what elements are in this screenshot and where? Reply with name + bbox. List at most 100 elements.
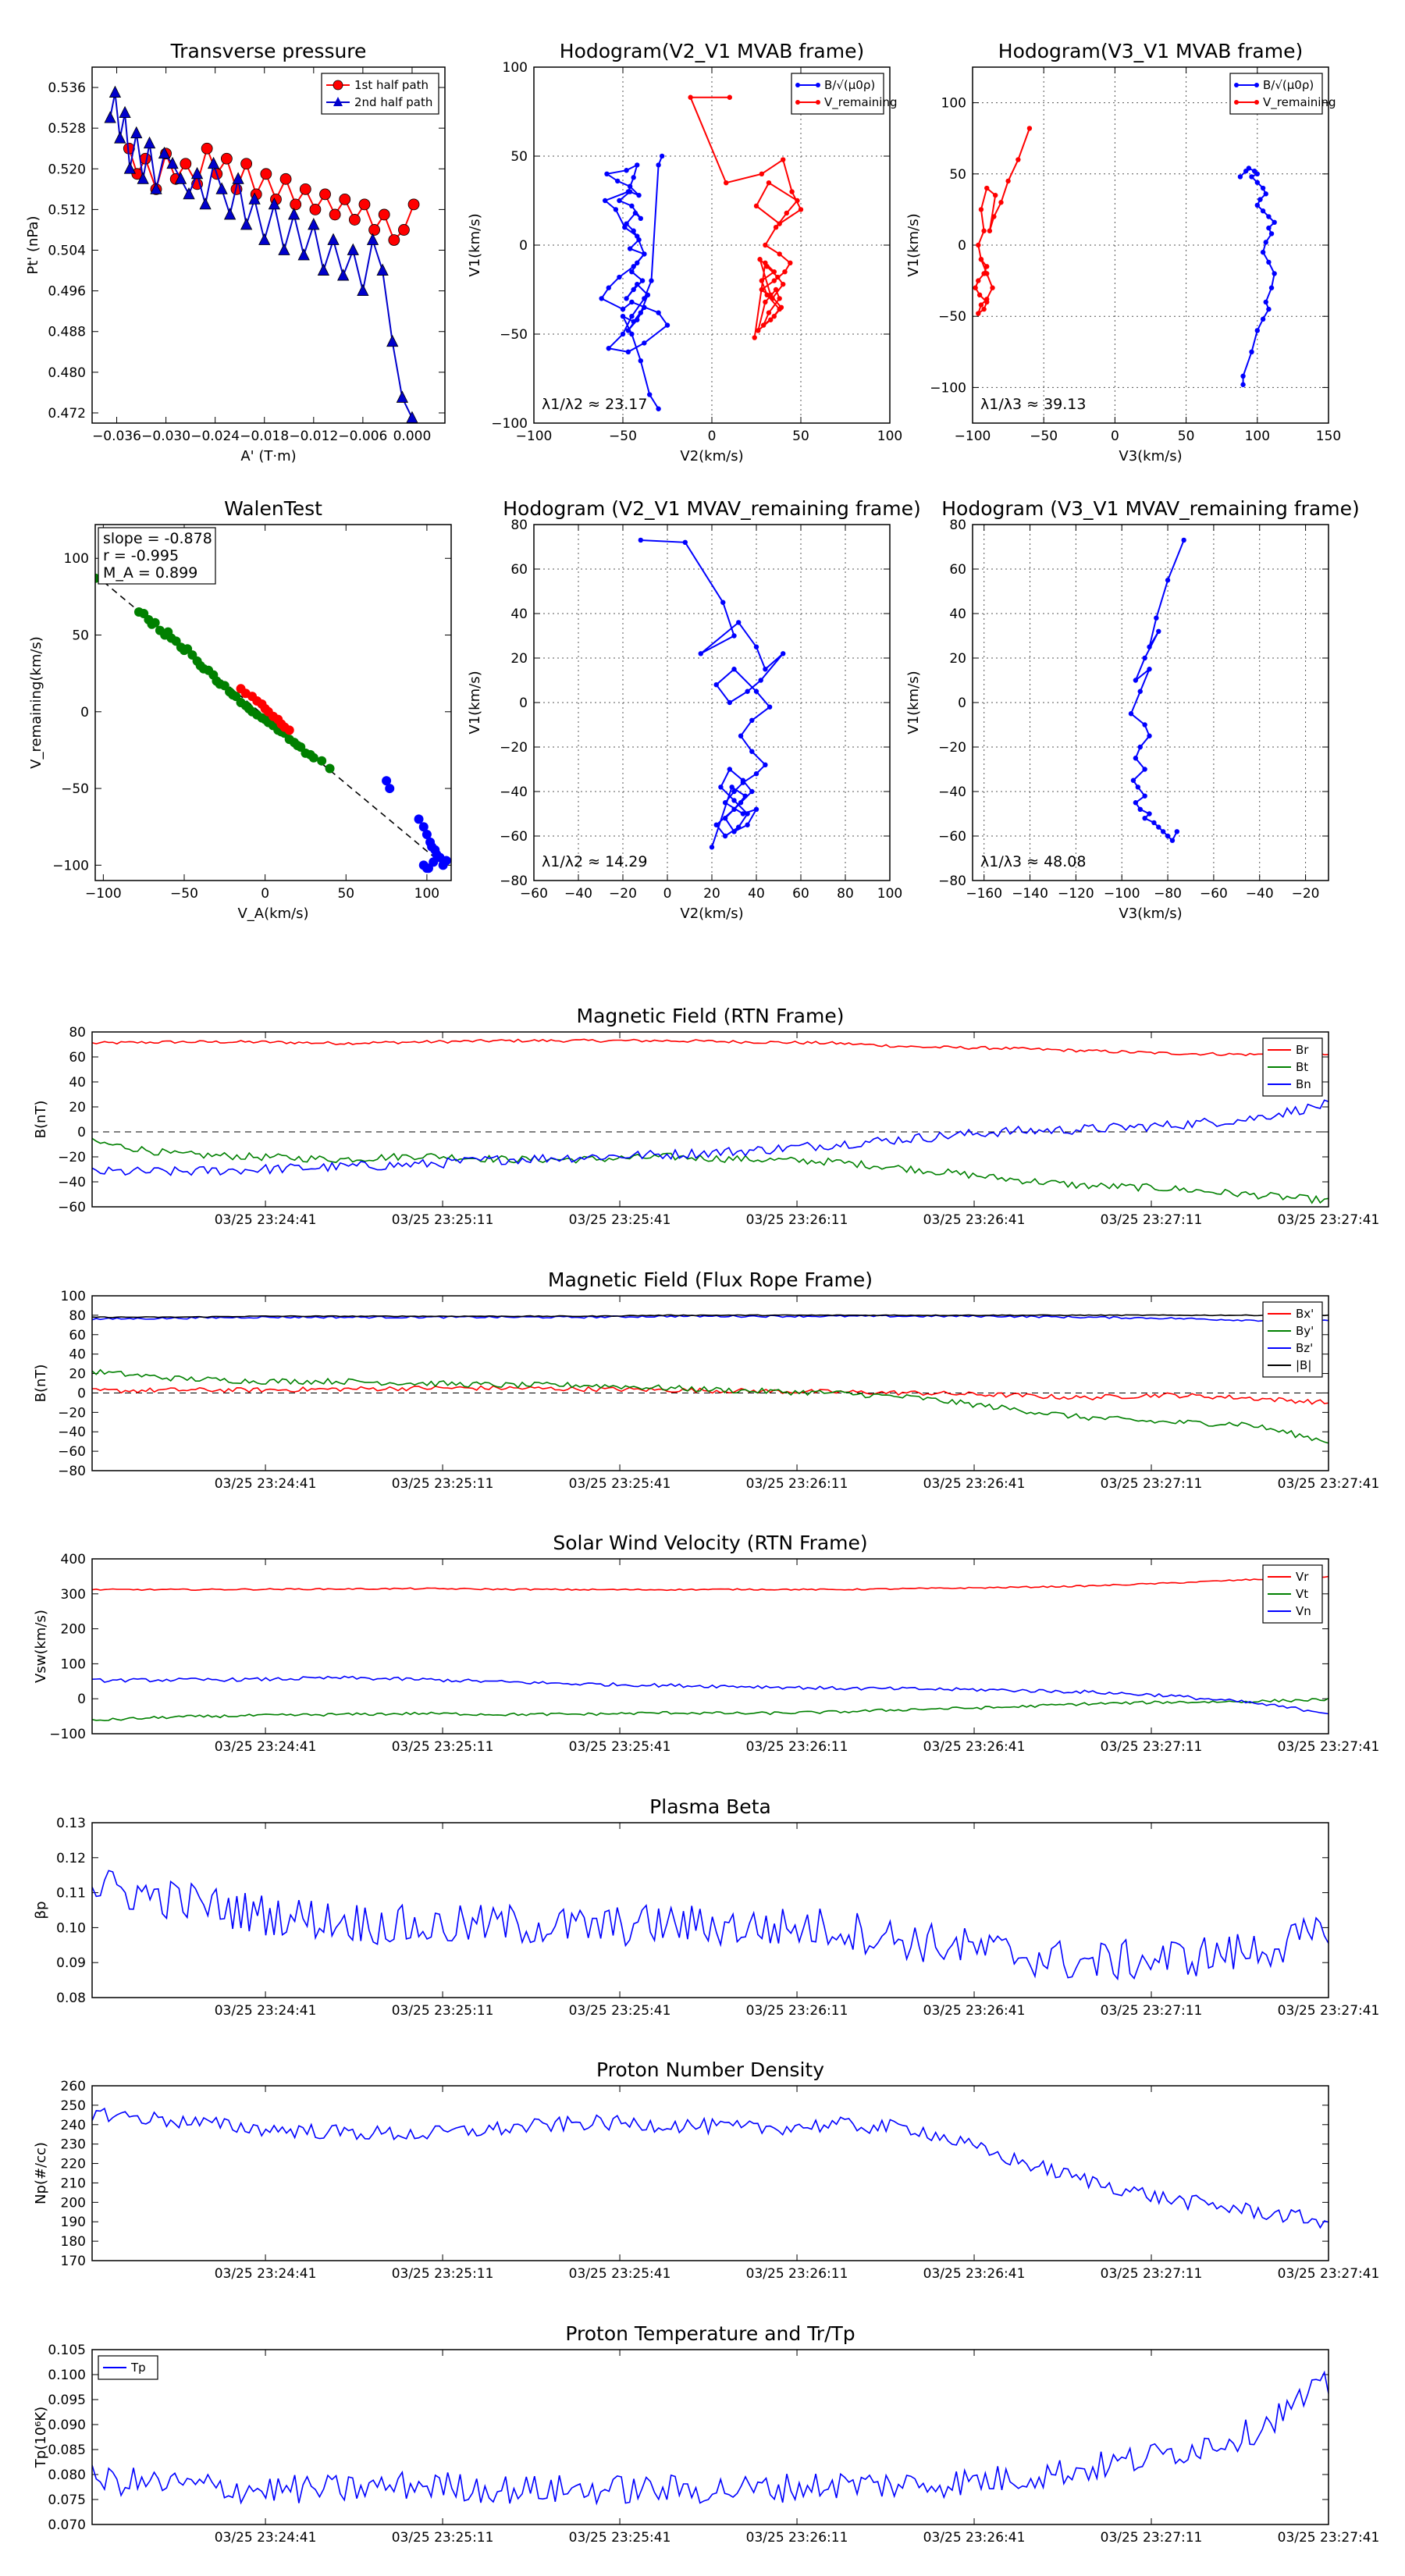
data-point xyxy=(1174,829,1180,834)
legend: Bx' By' Bz' |B| xyxy=(1262,1301,1323,1378)
data-point xyxy=(987,228,993,233)
data-point xyxy=(309,203,322,215)
data-point xyxy=(978,302,984,308)
data-point xyxy=(763,299,768,305)
x-tick-label: −0.030 xyxy=(141,429,190,444)
y-axis-label: βp xyxy=(33,1902,49,1920)
legend-label: |B| xyxy=(1296,1358,1311,1372)
data-point xyxy=(1142,722,1147,728)
data-point xyxy=(180,158,192,170)
legend-marker xyxy=(1234,100,1239,105)
data-point xyxy=(731,633,737,639)
y-axis-label: Pt' (nPa) xyxy=(25,215,41,274)
y-tick-label: −100 xyxy=(49,1727,86,1742)
data-point xyxy=(976,242,981,248)
data-point xyxy=(642,251,647,257)
data-point xyxy=(631,175,636,180)
data-point xyxy=(722,816,728,821)
data-point xyxy=(348,214,361,226)
data-point xyxy=(766,310,772,315)
data-point xyxy=(1260,185,1266,191)
data-point xyxy=(713,822,719,827)
data-point xyxy=(760,322,767,328)
y-tick-label: 200 xyxy=(61,1622,86,1638)
data-point xyxy=(722,833,728,839)
data-point xyxy=(718,785,724,790)
data-point xyxy=(976,311,981,316)
x-tick-label: −120 xyxy=(1058,886,1094,902)
x-tick-label: −140 xyxy=(1012,886,1048,902)
legend-label: Vr xyxy=(1296,1570,1309,1584)
x-tick-label: 20 xyxy=(703,886,720,902)
x-tick-label: −0.024 xyxy=(190,429,240,444)
data-point xyxy=(629,299,635,305)
data-point xyxy=(358,198,371,211)
panel-walen: WalenTest −100 −50 0 50 100 −100 −50 0 50 100 V_A(k… xyxy=(28,497,452,922)
data-point xyxy=(1147,667,1152,672)
data-point xyxy=(137,172,149,184)
data-point xyxy=(297,248,310,261)
data-point xyxy=(268,197,281,210)
data-point xyxy=(976,292,983,298)
chart-title: Magnetic Field (RTN Frame) xyxy=(577,1005,845,1027)
data-point xyxy=(1266,214,1272,219)
plot-content xyxy=(92,1038,1329,1204)
data-point xyxy=(1260,316,1266,322)
data-point xyxy=(1016,157,1021,162)
y-tick-label: −60 xyxy=(58,1444,86,1460)
x-tick-label: −100 xyxy=(1104,886,1140,902)
data-point xyxy=(114,131,126,144)
data-point xyxy=(636,192,642,198)
data-point xyxy=(166,156,179,169)
x-tick-label: 03/25 23:26:41 xyxy=(923,2530,1026,2546)
data-point xyxy=(773,286,779,293)
y-tick-label: 170 xyxy=(61,2254,86,2269)
data-point xyxy=(1160,829,1166,834)
y-tick-label: 0 xyxy=(77,1692,86,1707)
plot-border xyxy=(91,1558,1329,1735)
y-tick-label: 0.528 xyxy=(48,121,86,137)
y-tick-label: 220 xyxy=(61,2157,86,2172)
y-tick-label: 0.070 xyxy=(48,2517,86,2533)
chart-title: WalenTest xyxy=(224,497,322,520)
data-point xyxy=(614,178,621,184)
y-tick-label: 0.496 xyxy=(48,284,86,300)
data-point xyxy=(388,234,400,246)
y-tick-label: −80 xyxy=(500,873,528,889)
x-tick-label: 03/25 23:24:41 xyxy=(215,1476,317,1492)
y-tick-label: −60 xyxy=(58,1200,86,1215)
data-point xyxy=(366,233,379,245)
data-point xyxy=(781,651,786,656)
data-point xyxy=(308,218,320,230)
x-tick-label: 03/25 23:25:11 xyxy=(392,2003,494,2019)
data-point xyxy=(123,162,137,174)
x-axis-label: V2(km/s) xyxy=(680,448,743,464)
data-point xyxy=(1240,382,1246,387)
x-tick-label: 0.000 xyxy=(393,429,432,444)
data-point xyxy=(1181,537,1186,543)
data-point xyxy=(984,297,990,302)
data-point xyxy=(981,228,987,233)
y-tick-label: 0.080 xyxy=(48,2467,86,2483)
x-tick-label: 03/25 23:24:41 xyxy=(215,2266,317,2282)
y-tick-label: 40 xyxy=(949,607,966,622)
data-point xyxy=(1135,785,1141,790)
plot-area xyxy=(92,1559,1329,1734)
data-point xyxy=(1254,180,1261,185)
data-point xyxy=(201,142,213,155)
data-point xyxy=(789,189,795,194)
plot-border xyxy=(91,1295,1329,1471)
y-tick-label: 50 xyxy=(949,167,966,183)
y-tick-label: 40 xyxy=(69,1075,86,1091)
data-point xyxy=(978,207,984,212)
x-tick-label: 0 xyxy=(708,429,717,444)
data-point xyxy=(1133,678,1139,683)
x-tick-label: −80 xyxy=(1154,886,1182,902)
y-tick-label: 230 xyxy=(61,2137,86,2153)
plot-area xyxy=(92,1032,1329,1207)
data-point xyxy=(1128,711,1134,717)
data-point xyxy=(1142,655,1147,661)
data-point xyxy=(1165,578,1171,583)
data-point xyxy=(731,806,737,813)
data-point xyxy=(631,264,636,269)
